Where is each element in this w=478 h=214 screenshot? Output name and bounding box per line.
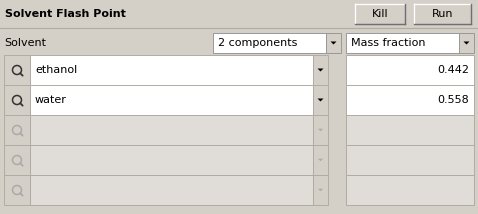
Bar xyxy=(4,175,30,205)
Text: Solvent Flash Point: Solvent Flash Point xyxy=(5,9,126,19)
Polygon shape xyxy=(317,68,324,71)
Bar xyxy=(346,55,474,85)
Bar xyxy=(313,85,328,115)
Bar xyxy=(30,85,313,115)
Text: 0.442: 0.442 xyxy=(437,65,469,75)
Polygon shape xyxy=(464,42,469,45)
Bar xyxy=(346,145,474,175)
Text: 0.558: 0.558 xyxy=(437,95,469,105)
Bar xyxy=(346,33,459,53)
Bar xyxy=(313,55,328,85)
Bar xyxy=(346,115,474,145)
Bar xyxy=(213,33,326,53)
Polygon shape xyxy=(317,98,324,101)
Polygon shape xyxy=(318,129,323,131)
Bar xyxy=(459,33,474,53)
Bar xyxy=(313,175,328,205)
Text: water: water xyxy=(35,95,67,105)
Bar xyxy=(346,85,474,115)
Polygon shape xyxy=(318,189,323,191)
Polygon shape xyxy=(330,42,337,45)
Text: Kill: Kill xyxy=(372,9,388,19)
Bar xyxy=(4,115,30,145)
Text: Solvent: Solvent xyxy=(4,38,46,48)
Bar xyxy=(30,175,313,205)
Polygon shape xyxy=(318,159,323,161)
Bar xyxy=(313,115,328,145)
Bar xyxy=(414,4,471,24)
Bar xyxy=(30,115,313,145)
Bar xyxy=(4,145,30,175)
Bar xyxy=(4,55,30,85)
Bar xyxy=(30,145,313,175)
Text: 2 components: 2 components xyxy=(218,38,297,48)
Bar xyxy=(355,4,405,24)
Text: ethanol: ethanol xyxy=(35,65,77,75)
Bar xyxy=(346,175,474,205)
Text: Run: Run xyxy=(432,9,453,19)
Bar xyxy=(313,145,328,175)
Text: Mass fraction: Mass fraction xyxy=(351,38,425,48)
Bar xyxy=(326,33,341,53)
Bar xyxy=(30,55,313,85)
Bar xyxy=(4,85,30,115)
